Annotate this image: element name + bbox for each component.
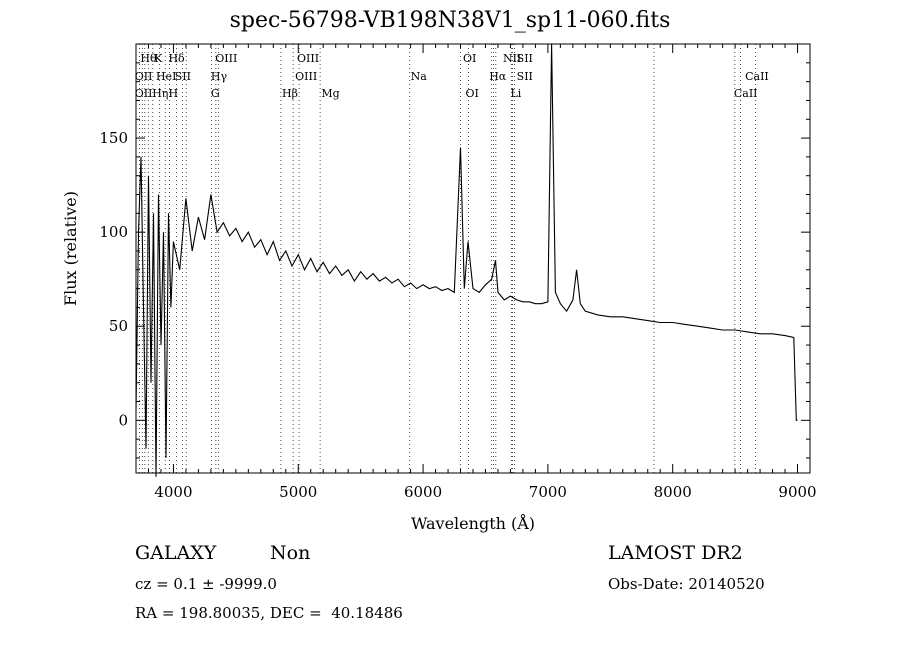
line-annotation: NII	[503, 52, 521, 65]
line-annotation: K	[154, 52, 163, 65]
line-annotation: HeI	[156, 70, 176, 83]
line-annotation: OIII	[215, 52, 237, 65]
ra-dec: RA = 198.80035, DEC = 40.18486	[135, 604, 403, 622]
line-annotation: Hδ	[168, 52, 185, 65]
spectrum-line	[135, 43, 798, 477]
line-annotation: Hβ	[282, 87, 298, 100]
line-annotation: Li	[510, 87, 521, 100]
line-annotation: G	[211, 87, 220, 100]
line-annotation: OIII	[297, 52, 319, 65]
object-subclass: Non	[270, 542, 311, 564]
plot-frame	[135, 43, 811, 474]
line-annotation: Hγ	[211, 70, 228, 83]
line-annotation: OII	[135, 70, 153, 83]
x-tick-label: 9000	[778, 483, 816, 501]
y-axis-label: Flux (relative)	[61, 191, 80, 306]
survey-name: LAMOST DR2	[608, 542, 743, 564]
line-annotation: SII	[517, 70, 533, 83]
x-tick-label: 5000	[279, 483, 317, 501]
x-tick-label: 8000	[654, 483, 692, 501]
line-annotation: SII	[175, 70, 191, 83]
x-tick-label: 6000	[404, 483, 442, 501]
x-tick-label: 4000	[154, 483, 192, 501]
line-annotation: CaII	[734, 87, 758, 100]
y-tick-label: 100	[99, 223, 128, 241]
line-annotation: OI	[466, 87, 479, 100]
obs-date: Obs-Date: 20140520	[608, 575, 765, 593]
line-annotation: Hθ	[140, 52, 157, 65]
object-class: GALAXY	[135, 542, 217, 564]
y-tick-label: 50	[109, 317, 128, 335]
line-annotation: OIII	[295, 70, 317, 83]
line-annotation: OI	[463, 52, 476, 65]
y-tick-label: 0	[118, 411, 128, 429]
line-annotation: Na	[411, 70, 428, 83]
chart-title: spec-56798-VB198N38V1_sp11-060.fits	[229, 8, 671, 33]
line-annotation: Hα	[489, 70, 507, 83]
line-annotation: SII	[517, 52, 533, 65]
x-axis-label: Wavelength (Å)	[411, 513, 535, 533]
line-annotation: CaII	[745, 70, 769, 83]
line-annotation: H	[168, 87, 178, 100]
y-tick-label: 150	[99, 129, 128, 147]
x-tick-label: 7000	[529, 483, 567, 501]
redshift-cz: cz = 0.1 ± -9999.0	[135, 575, 277, 593]
line-annotation: OII	[135, 87, 153, 100]
line-annotation: Hη	[152, 87, 168, 100]
line-annotation: Mg	[321, 87, 339, 100]
